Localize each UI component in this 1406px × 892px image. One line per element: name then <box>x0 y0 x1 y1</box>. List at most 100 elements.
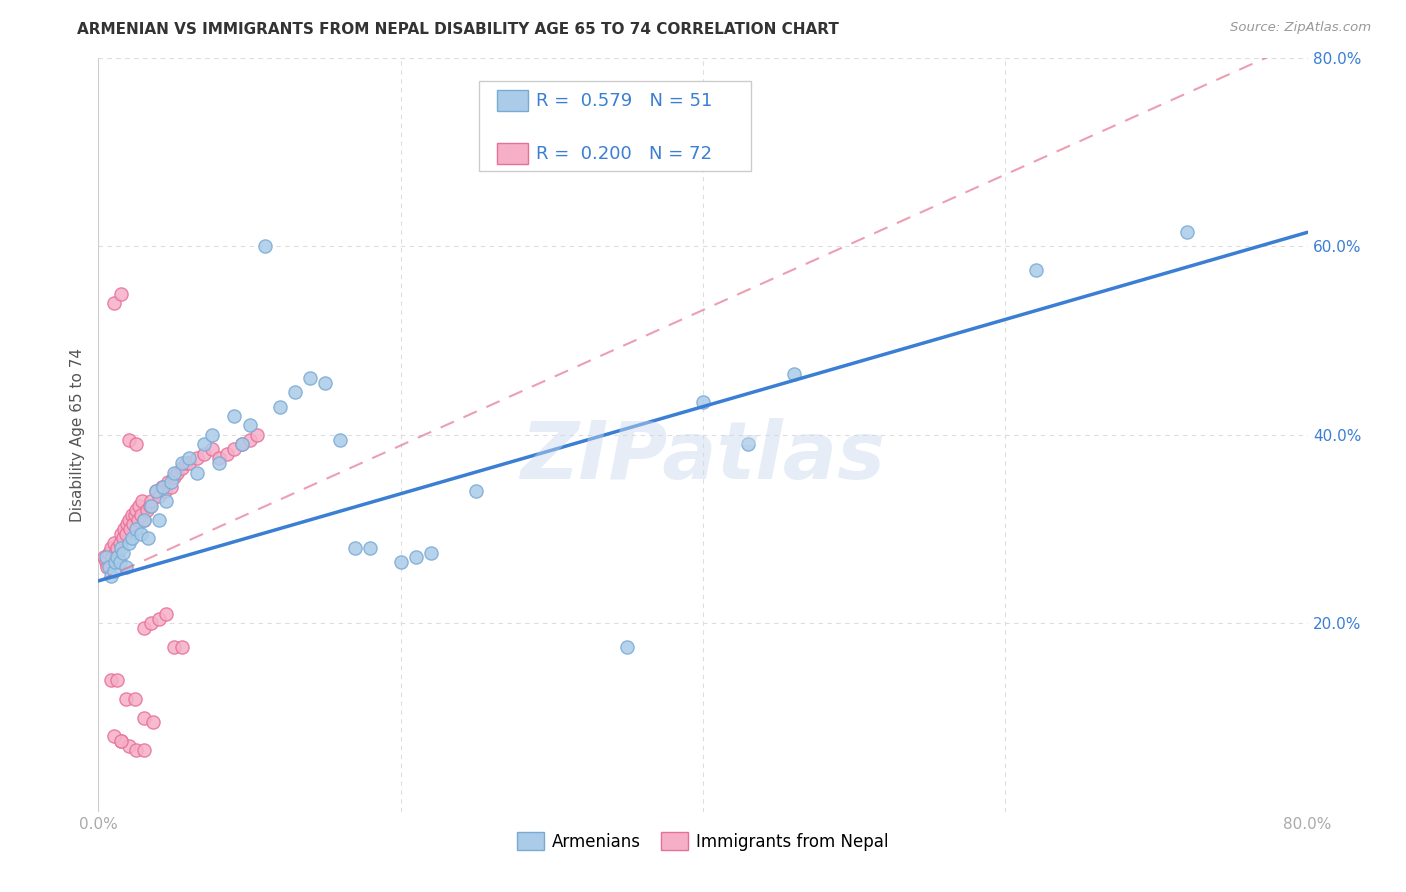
Point <box>540 154 562 169</box>
Point <box>132 513 155 527</box>
Point <box>103 565 125 579</box>
Point <box>104 546 127 560</box>
Point <box>1024 263 1046 277</box>
Point <box>141 616 163 631</box>
Point <box>231 437 253 451</box>
Point <box>186 451 208 466</box>
Point <box>111 546 134 560</box>
Point <box>125 743 148 757</box>
Point <box>114 691 136 706</box>
Point <box>110 734 132 748</box>
Point <box>246 427 269 442</box>
Point <box>692 395 714 409</box>
Point <box>299 371 322 385</box>
FancyBboxPatch shape <box>479 80 751 171</box>
Point <box>215 447 238 461</box>
Point <box>98 559 121 574</box>
Text: ARMENIAN VS IMMIGRANTS FROM NEPAL DISABILITY AGE 65 TO 74 CORRELATION CHART: ARMENIAN VS IMMIGRANTS FROM NEPAL DISABI… <box>77 22 839 37</box>
Point <box>141 499 163 513</box>
Point <box>121 508 143 522</box>
Point <box>186 466 208 480</box>
Point <box>132 743 155 757</box>
Point <box>224 442 246 456</box>
Point <box>125 503 148 517</box>
Point <box>105 673 128 687</box>
Point <box>125 437 148 451</box>
Point <box>110 526 132 541</box>
Point <box>179 451 201 466</box>
Point <box>155 607 177 621</box>
Point <box>142 715 165 730</box>
Point <box>135 503 157 517</box>
Point <box>208 456 231 470</box>
Point <box>100 541 122 555</box>
Point <box>465 484 488 499</box>
Point <box>329 433 352 447</box>
Point <box>94 550 117 565</box>
Point <box>114 559 136 574</box>
Point <box>314 376 336 390</box>
Point <box>239 418 262 433</box>
Point <box>105 550 128 565</box>
Point <box>118 536 141 550</box>
Point <box>125 522 148 536</box>
Point <box>120 522 142 536</box>
Point <box>110 286 132 301</box>
Point <box>132 621 155 635</box>
Point <box>193 447 215 461</box>
Text: R =  0.200   N = 72: R = 0.200 N = 72 <box>536 145 711 162</box>
Point <box>132 710 155 724</box>
Point <box>93 550 115 565</box>
Point <box>163 466 186 480</box>
Point <box>132 513 155 527</box>
Y-axis label: Disability Age 65 to 74: Disability Age 65 to 74 <box>69 348 84 522</box>
Point <box>389 555 412 569</box>
Point <box>127 513 149 527</box>
Point <box>110 734 132 748</box>
Point <box>224 409 246 423</box>
Point <box>155 493 177 508</box>
Point <box>360 541 382 555</box>
Point <box>153 484 176 499</box>
Text: ZIPatlas: ZIPatlas <box>520 418 886 497</box>
Point <box>160 475 183 489</box>
Text: R =  0.579   N = 51: R = 0.579 N = 51 <box>536 92 713 110</box>
Point <box>253 239 276 253</box>
Point <box>139 499 162 513</box>
Point <box>115 517 138 532</box>
Point <box>420 546 443 560</box>
Point <box>344 541 367 555</box>
FancyBboxPatch shape <box>498 143 527 164</box>
Point <box>163 640 186 654</box>
Point <box>136 532 159 546</box>
Text: Source: ZipAtlas.com: Source: ZipAtlas.com <box>1230 21 1371 34</box>
Point <box>170 640 193 654</box>
Point <box>100 569 122 583</box>
Point <box>114 526 136 541</box>
Point <box>104 555 127 569</box>
Point <box>737 437 759 451</box>
Point <box>96 559 118 574</box>
FancyBboxPatch shape <box>498 90 527 112</box>
Point <box>129 508 152 522</box>
Point <box>170 456 193 470</box>
Point <box>98 546 121 560</box>
Point <box>148 489 170 503</box>
Legend: Armenians, Immigrants from Nepal: Armenians, Immigrants from Nepal <box>510 826 896 857</box>
Point <box>118 433 141 447</box>
Point <box>105 541 128 555</box>
Point <box>108 555 131 569</box>
Point <box>100 673 122 687</box>
Point <box>121 532 143 546</box>
Point <box>148 611 170 625</box>
Point <box>163 470 186 484</box>
Point <box>128 499 150 513</box>
Point <box>94 555 117 569</box>
Point <box>107 550 129 565</box>
Point <box>179 456 201 470</box>
Point <box>150 480 173 494</box>
Point <box>269 400 291 414</box>
Point <box>284 385 307 400</box>
Point <box>616 640 638 654</box>
Point <box>783 367 806 381</box>
